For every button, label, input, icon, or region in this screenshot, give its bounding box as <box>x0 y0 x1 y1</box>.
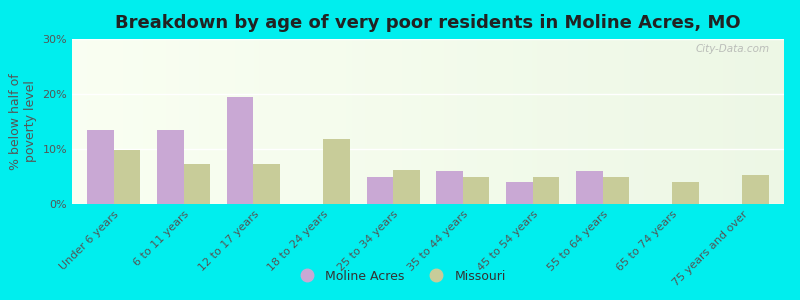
Bar <box>672 182 699 204</box>
Bar <box>114 150 141 204</box>
Text: City-Data.com: City-Data.com <box>696 44 770 54</box>
Bar <box>393 170 420 204</box>
Title: Breakdown by age of very poor residents in Moline Acres, MO: Breakdown by age of very poor residents … <box>115 14 741 32</box>
Bar <box>742 176 769 204</box>
Bar <box>436 171 463 204</box>
Bar <box>366 176 393 204</box>
Bar <box>184 164 210 204</box>
Bar <box>533 176 559 204</box>
Y-axis label: % below half of
poverty level: % below half of poverty level <box>9 73 37 170</box>
Bar <box>87 130 114 204</box>
Bar <box>576 171 602 204</box>
Bar <box>506 182 533 204</box>
Bar <box>463 176 490 204</box>
Bar <box>602 176 629 204</box>
Bar <box>157 130 184 204</box>
Legend: Moline Acres, Missouri: Moline Acres, Missouri <box>289 265 511 288</box>
Bar <box>227 97 254 204</box>
Bar <box>323 139 350 204</box>
Bar <box>254 164 280 204</box>
